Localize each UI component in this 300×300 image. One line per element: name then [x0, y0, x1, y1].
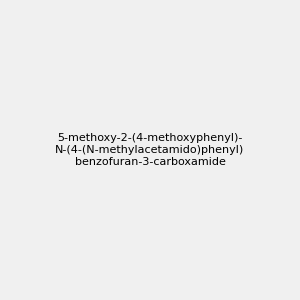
Text: 5-methoxy-2-(4-methoxyphenyl)-
N-(4-(N-methylacetamido)phenyl)
benzofuran-3-carb: 5-methoxy-2-(4-methoxyphenyl)- N-(4-(N-m… — [56, 134, 244, 166]
